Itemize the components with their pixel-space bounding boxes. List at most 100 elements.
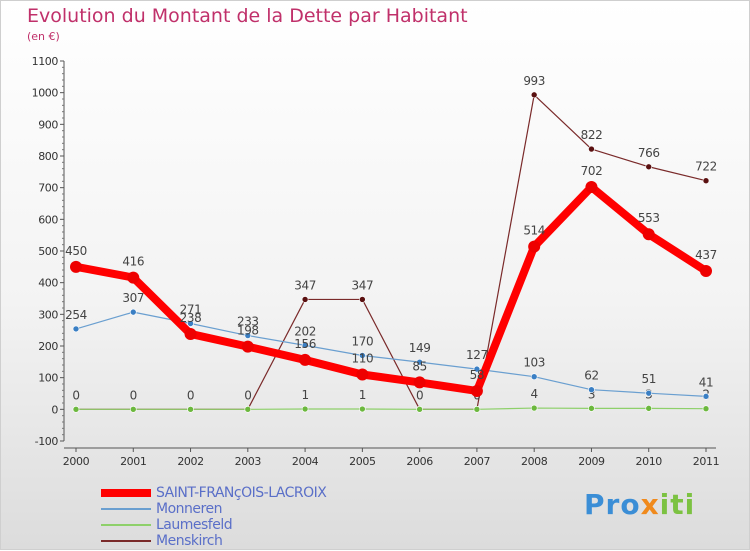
x-tick-label: 2009	[578, 455, 605, 468]
chart-subtitle: (en €)	[27, 30, 60, 43]
legend-label: Menskirch	[156, 533, 223, 549]
data-label-saint-fran-ois-lacroix: 198	[237, 324, 259, 338]
proxiti-logo: Proxiti	[584, 488, 695, 521]
data-label-saint-fran-ois-lacroix: 450	[65, 244, 87, 258]
x-tick-label: 2011	[693, 455, 719, 468]
legend-swatch	[101, 524, 151, 526]
data-label-monneren: 271	[180, 303, 202, 317]
y-tick-label: 1000	[32, 87, 59, 100]
data-point-laumesfeld	[244, 406, 252, 413]
data-label-monneren: 51	[641, 372, 655, 386]
data-point-menskirch	[359, 296, 366, 303]
data-label-monneren: 41	[699, 375, 713, 389]
data-point-monneren	[645, 389, 653, 397]
data-point-laumesfeld	[129, 406, 137, 413]
data-point-monneren	[530, 373, 538, 381]
data-point-monneren	[244, 332, 252, 339]
data-point-saint-fran-ois-lacroix	[470, 384, 483, 397]
y-tick-label: 800	[38, 150, 58, 163]
data-label-monneren: 233	[237, 315, 259, 329]
data-point-menskirch	[530, 91, 538, 99]
series-line-menskirch	[75, 94, 707, 410]
x-tick-label: 2001	[120, 455, 146, 468]
data-label-monneren: 127	[466, 348, 488, 362]
x-tick-label: 2004	[292, 455, 319, 468]
data-label-monneren: 170	[352, 335, 374, 349]
data-point-menskirch	[301, 296, 309, 303]
x-tick-label: 2010	[636, 455, 663, 468]
x-tick-label: 2003	[235, 455, 262, 468]
data-label-laumesfeld: 1	[359, 388, 366, 402]
logo-text-b: x	[640, 488, 660, 521]
legend-label: SAINT-FRANçOIS-LACROIX	[156, 485, 327, 501]
chart-title: Evolution du Montant de la Dette par Hab…	[27, 5, 468, 27]
data-point-saint-fran-ois-lacroix	[356, 368, 369, 381]
x-tick-label: 2005	[349, 455, 376, 468]
y-tick-label: 100	[38, 372, 58, 385]
data-point-laumesfeld	[416, 406, 423, 413]
data-point-laumesfeld	[588, 405, 595, 412]
data-point-monneren	[416, 358, 423, 366]
x-tick-label: 2006	[406, 455, 433, 468]
data-point-saint-fran-ois-lacroix	[585, 181, 598, 194]
data-label-saint-fran-ois-lacroix: 110	[352, 352, 374, 366]
data-point-menskirch	[588, 145, 595, 153]
data-label-saint-fran-ois-lacroix: 514	[523, 224, 545, 238]
data-label-saint-fran-ois-lacroix: 702	[581, 164, 603, 178]
data-point-saint-fran-ois-lacroix	[700, 264, 712, 277]
data-label-monneren: 149	[409, 341, 431, 355]
legend-swatch	[101, 489, 151, 497]
y-tick-label: -100	[35, 435, 59, 448]
logo-text-c: iti	[659, 488, 696, 521]
data-label-saint-fran-ois-lacroix: 437	[695, 248, 717, 262]
data-label-menskirch: 0	[187, 388, 194, 402]
data-point-monneren	[301, 342, 309, 349]
data-point-saint-fran-ois-lacroix	[299, 353, 312, 366]
data-label-saint-fran-ois-lacroix: 416	[122, 255, 144, 269]
data-label-menskirch: 347	[294, 278, 316, 292]
data-label-monneren: 307	[122, 291, 144, 305]
y-tick-label: 1100	[32, 55, 59, 68]
data-point-monneren	[473, 365, 481, 373]
series-line-saint-fran-ois-lacroix	[72, 183, 710, 395]
y-tick-label: 600	[38, 213, 58, 226]
data-label-menskirch: 822	[581, 128, 603, 142]
data-label-laumesfeld: 3	[588, 387, 595, 401]
data-point-laumesfeld	[359, 405, 366, 413]
data-label-monneren: 103	[523, 356, 545, 370]
data-label-menskirch: 0	[72, 388, 79, 402]
data-label-saint-fran-ois-lacroix: 58	[470, 368, 484, 382]
data-label-saint-fran-ois-lacroix: 238	[180, 311, 202, 325]
x-tick-label: 2007	[464, 455, 491, 468]
legend-swatch	[101, 508, 151, 510]
data-point-saint-fran-ois-lacroix	[528, 240, 541, 253]
data-label-monneren: 254	[65, 308, 87, 322]
data-point-laumesfeld	[702, 405, 710, 413]
data-point-menskirch	[702, 177, 710, 184]
data-point-monneren	[129, 308, 137, 316]
data-point-monneren	[359, 352, 366, 359]
x-tick-label: 2008	[521, 455, 548, 468]
logo-text-a: Pro	[584, 488, 641, 521]
data-point-saint-fran-ois-lacroix	[241, 340, 254, 353]
data-label-monneren: 62	[584, 369, 598, 383]
legend-label: Monneren	[156, 501, 222, 517]
data-point-saint-fran-ois-lacroix	[127, 271, 140, 284]
y-tick-label: 200	[38, 340, 58, 353]
data-label-laumesfeld: 4	[531, 387, 538, 401]
data-point-saint-fran-ois-lacroix	[413, 376, 426, 389]
series-line-laumesfeld	[75, 407, 707, 410]
data-label-saint-fran-ois-lacroix: 85	[412, 359, 426, 373]
data-point-saint-fran-ois-lacroix	[184, 327, 197, 340]
data-point-monneren	[702, 393, 710, 400]
y-tick-label: 500	[38, 245, 58, 258]
data-point-monneren	[187, 320, 194, 327]
data-point-monneren	[588, 386, 595, 394]
legend-label: Laumesfeld	[156, 517, 233, 533]
data-point-laumesfeld	[187, 406, 194, 413]
data-label-menskirch: 0	[416, 388, 423, 402]
data-label-laumesfeld: 1	[301, 388, 308, 402]
data-label-menskirch: 993	[523, 74, 545, 88]
legend-swatch	[101, 540, 151, 542]
